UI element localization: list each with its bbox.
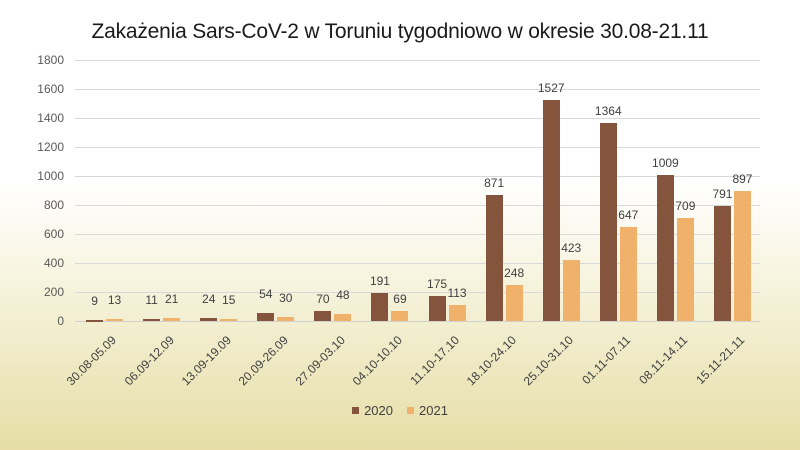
legend-item-2021: 2021 (407, 403, 448, 418)
legend-label: 2021 (419, 403, 448, 418)
bar-2021 (562, 259, 580, 321)
bar-2021 (220, 318, 238, 321)
x-tick-label: 08.11-14.11 (636, 333, 691, 387)
x-tick-label: 30.08-05.09 (64, 333, 120, 389)
y-tick-label: 1000 (37, 169, 64, 183)
gridline (75, 321, 760, 322)
y-tick-label: 600 (43, 227, 64, 241)
gridline (75, 292, 760, 293)
x-tick-label: 20.09-26.09 (235, 333, 291, 389)
data-label-2020: 791 (712, 187, 733, 202)
data-label-2020: 1364 (594, 104, 622, 119)
bar-2021 (448, 304, 466, 321)
y-tick-label: 200 (43, 285, 64, 299)
data-label-2021: 709 (675, 199, 696, 214)
data-label-2020: 24 (202, 291, 216, 306)
data-label-2021: 13 (107, 293, 122, 308)
gridline (75, 60, 760, 61)
gridline (75, 89, 760, 90)
data-label-2020: 54 (259, 287, 273, 302)
bar-2020 (143, 319, 161, 322)
x-tick-label: 27.09-03.10 (292, 333, 348, 389)
gridline (75, 147, 760, 148)
bar-2020 (599, 123, 617, 321)
bar-2021 (106, 319, 124, 322)
x-tick-label: 11.10-17.10 (407, 333, 462, 388)
data-label-2020: 9 (91, 293, 98, 308)
y-tick-label: 1800 (37, 53, 64, 67)
x-tick-label: 18.10-24.10 (463, 333, 520, 389)
legend-swatch-icon (407, 407, 414, 414)
data-label-2021: 69 (393, 291, 407, 306)
bar-2021 (277, 316, 295, 321)
bar-2020 (656, 174, 674, 321)
bar-2020 (86, 319, 104, 322)
data-label-2020: 871 (484, 175, 505, 190)
bar-2020 (485, 194, 503, 321)
x-tick-label: 15.11-21.11 (693, 333, 748, 387)
data-label-2021: 15 (222, 292, 236, 307)
y-tick-label: 0 (57, 314, 64, 328)
x-tick-label: 25.10-31.10 (520, 333, 577, 389)
x-tick-label: 04.10-10.10 (349, 333, 405, 389)
bar-2020 (200, 317, 218, 321)
data-label-2020: 191 (369, 274, 390, 289)
y-tick-label: 1600 (37, 82, 64, 96)
legend-label: 2020 (364, 403, 393, 418)
chart-title: Zakażenia Sars-CoV-2 w Toruniu tygodniow… (91, 20, 709, 43)
data-label-2021: 897 (732, 171, 753, 186)
bar-2021 (334, 314, 352, 321)
bar-2021 (163, 317, 181, 321)
y-tick-label: 1400 (37, 111, 64, 125)
data-label-2020: 11 (145, 293, 158, 308)
y-tick-label: 800 (43, 198, 64, 212)
y-tick-label: 1200 (37, 140, 64, 154)
gridline (75, 118, 760, 119)
bar-2021 (391, 310, 409, 321)
bar-2020 (257, 313, 275, 321)
bar-2021 (619, 227, 637, 321)
data-label-2021: 21 (164, 291, 179, 306)
data-label-2021: 423 (561, 240, 582, 255)
gridline (75, 176, 760, 177)
bar-2021 (676, 218, 694, 321)
gridline (75, 205, 760, 206)
data-label-2021: 113 (447, 285, 467, 300)
bar-2020 (428, 295, 446, 321)
data-label-2021: 647 (618, 208, 639, 223)
gridline (75, 234, 760, 235)
bar-2021 (733, 190, 751, 321)
bar-2020 (713, 206, 731, 321)
data-label-2021: 48 (336, 288, 350, 303)
y-tick-label: 400 (43, 256, 64, 270)
bar-2021 (505, 285, 523, 321)
data-label-2020: 175 (427, 276, 448, 291)
bar-2020 (371, 293, 389, 321)
x-tick-label: 06.09-12.09 (121, 333, 177, 389)
x-tick-label: 01.11-07.11 (579, 333, 634, 387)
gridline (75, 263, 760, 264)
legend-item-2020: 2020 (352, 403, 393, 418)
legend: 2020 2021 (0, 403, 800, 418)
bar-2020 (314, 310, 332, 321)
data-label-2021: 30 (279, 290, 293, 305)
data-label-2020: 1009 (652, 155, 679, 170)
data-label-2020: 70 (316, 291, 330, 306)
data-label-2020: 1527 (537, 80, 565, 95)
x-tick-label: 13.09-19.09 (178, 333, 234, 389)
data-label-2021: 248 (504, 266, 525, 281)
legend-swatch-icon (352, 407, 360, 414)
bar-2020 (542, 99, 560, 321)
